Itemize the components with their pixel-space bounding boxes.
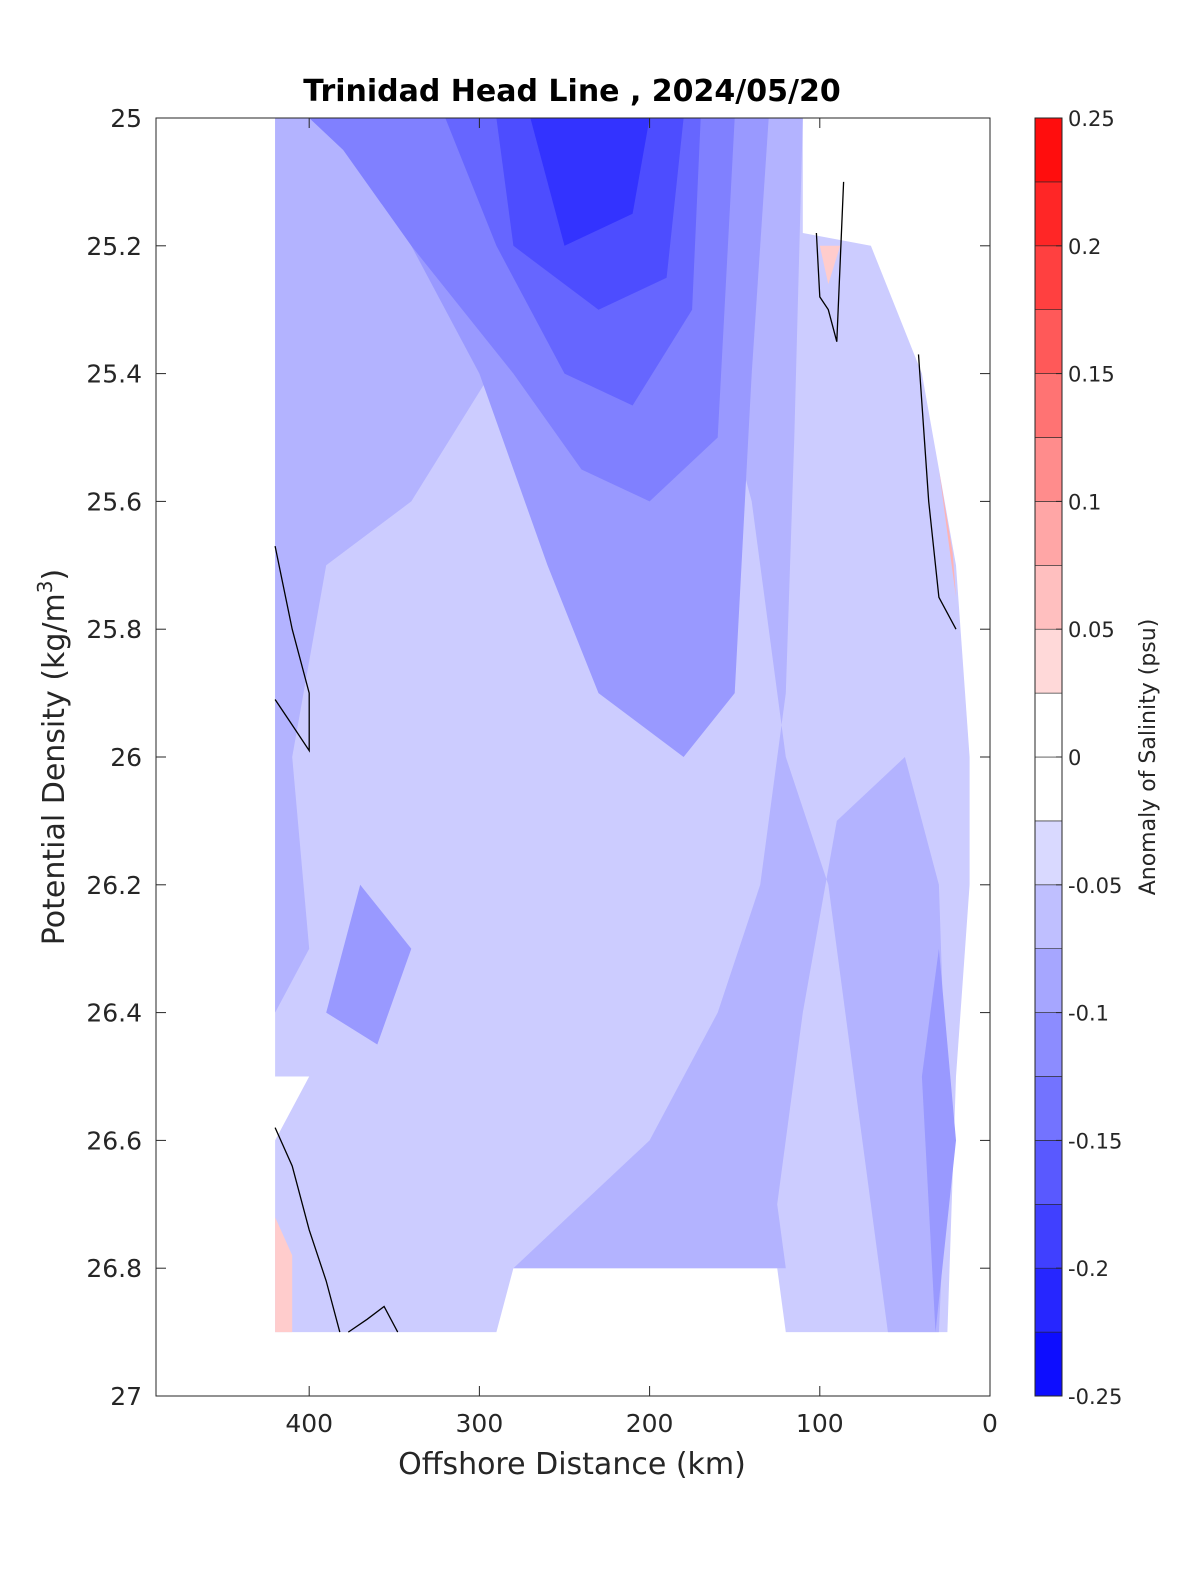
- colorbar: 0.25 0.2 0.15 0.1 0.05 0 -0.05 -0.1 -0.15 -0.2 -0.…: [1034, 107, 1161, 1409]
- colorbar-tick-label-5: 0: [1068, 746, 1081, 770]
- zero-contours: [274, 181, 957, 1333]
- colorbar-tick-label-1: 0.2: [1068, 235, 1101, 259]
- x-tick-label-0: 400: [285, 1409, 333, 1438]
- colorbar-swatch-9: [1034, 756, 1063, 822]
- colorbar-swatch-5: [1034, 1012, 1063, 1077]
- x-tick-label-2: 200: [626, 1409, 674, 1438]
- colorbar-swatch-0: [1034, 1331, 1063, 1397]
- colorbar-swatch-12: [1034, 564, 1063, 630]
- colorbar-tick-label-7: -0.1: [1068, 1002, 1109, 1026]
- zero-contour-line-2: [347, 1305, 399, 1333]
- colorbar-tick-label-2: 0.15: [1068, 363, 1115, 387]
- colorbar-swatches: [1034, 117, 1063, 1397]
- colorbar-ticks: 0.25 0.2 0.15 0.1 0.05 0 -0.05 -0.1 -0.15 -0.2 -0.…: [1056, 107, 1122, 1409]
- y-tick-label-1: 25.2: [86, 232, 142, 261]
- zero-contour-line-3: [815, 181, 845, 342]
- colorbar-swatch-11: [1034, 628, 1063, 694]
- y-axis-label-end: ): [37, 569, 72, 581]
- colorbar-swatch-13: [1034, 501, 1063, 566]
- colorbar-swatch-19: [1034, 117, 1063, 183]
- y-tick-label-3: 25.6: [86, 487, 142, 516]
- colorbar-swatch-7: [1034, 884, 1063, 949]
- colorbar-tick-label-0: 0.25: [1068, 107, 1115, 131]
- contour-region-8: [530, 118, 650, 246]
- contour-region-3: [326, 884, 412, 1045]
- plot-area: 400 300 200 100 0 25 25.2 25.4 25.6 25.8 26 26.2 26…: [86, 104, 998, 1438]
- y-tick-label-2: 25.4: [86, 360, 142, 389]
- contour-region-4: [921, 948, 956, 1333]
- zero-contour-line-0: [274, 545, 310, 753]
- y-tick-label-8: 26.6: [86, 1126, 142, 1155]
- y-tick-label-5: 26: [110, 743, 142, 772]
- colorbar-swatch-16: [1034, 309, 1063, 374]
- y-axis-label-main: Potential Density (kg/m: [37, 593, 72, 945]
- chart-title: Trinidad Head Line , 2024/05/20: [303, 74, 840, 109]
- y-axis-label-superscript: 3: [33, 580, 57, 593]
- colorbar-tick-label-10: -0.25: [1068, 1385, 1122, 1409]
- colorbar-swatch-2: [1034, 1204, 1063, 1269]
- contour-region-1: [275, 118, 948, 1333]
- contour-region-9: [275, 1217, 293, 1333]
- y-tick-label-10: 27: [110, 1382, 142, 1411]
- colorbar-tick-label-6: -0.05: [1068, 874, 1122, 898]
- colorbar-tick-label-8: -0.15: [1068, 1129, 1122, 1153]
- y-tick-label-6: 26.2: [86, 871, 142, 900]
- y-tick-label-0: 25: [110, 104, 142, 133]
- colorbar-swatch-18: [1034, 181, 1063, 247]
- colorbar-tick-label-4: 0.05: [1068, 618, 1115, 642]
- colorbar-swatch-10: [1034, 692, 1063, 758]
- contour-region-10: [819, 245, 841, 285]
- x-axis-ticks: 400 300 200 100 0: [285, 118, 998, 1438]
- colorbar-swatch-15: [1034, 373, 1063, 438]
- colorbar-swatch-17: [1034, 245, 1063, 311]
- colorbar-label: Anomaly of Salinity (psu): [1136, 619, 1161, 896]
- colorbar-swatch-1: [1034, 1267, 1063, 1333]
- colorbar-tick-label-3: 0.1: [1068, 490, 1101, 514]
- y-axis-ticks: 25 25.2 25.4 25.6 25.8 26 26.2 26.4 26.6 26.8 27: [86, 104, 990, 1411]
- x-tick-label-4: 0: [982, 1409, 998, 1438]
- colorbar-swatch-4: [1034, 1076, 1063, 1141]
- contour-region-11: [930, 405, 956, 598]
- y-tick-label-4: 25.8: [86, 615, 142, 644]
- colorbar-swatch-3: [1034, 1140, 1063, 1205]
- colorbar-swatch-14: [1034, 437, 1063, 502]
- x-tick-label-3: 100: [796, 1409, 844, 1438]
- zero-contour-line-4: [917, 354, 957, 630]
- x-axis-label: Offshore Distance (km): [398, 1447, 746, 1482]
- y-tick-label-7: 26.4: [86, 999, 142, 1028]
- zero-contour-line-1: [274, 1127, 341, 1333]
- colorbar-swatch-6: [1034, 948, 1063, 1013]
- x-tick-label-1: 300: [456, 1409, 504, 1438]
- colorbar-swatch-8: [1034, 820, 1063, 886]
- y-axis-label: Potential Density (kg/m3): [33, 569, 72, 945]
- y-tick-label-9: 26.8: [86, 1254, 142, 1283]
- colorbar-tick-label-9: -0.2: [1068, 1257, 1109, 1281]
- contour-fills: [275, 118, 970, 1333]
